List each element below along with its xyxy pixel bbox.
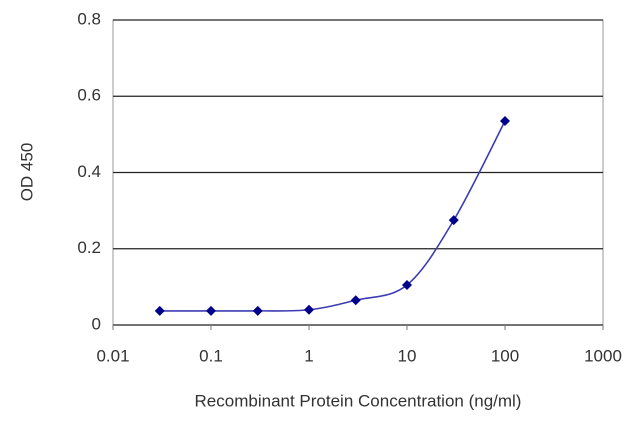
y-tick-label: 0.8 (77, 9, 101, 28)
data-point (154, 305, 165, 316)
data-point (252, 305, 263, 316)
y-tick-label: 0 (92, 314, 101, 333)
data-point (206, 305, 216, 316)
x-tick-label: 1000 (584, 346, 622, 365)
data-point (500, 116, 510, 127)
x-tick-label: 1 (304, 346, 313, 365)
y-tick-label: 0.6 (77, 86, 101, 105)
y-tick-label: 0.4 (77, 162, 101, 181)
x-tick-label: 10 (398, 346, 417, 365)
x-tick-label: 100 (491, 346, 519, 365)
data-point (350, 295, 361, 306)
data-point (304, 304, 314, 315)
y-tick-label: 0.2 (77, 238, 101, 257)
x-tick-label: 0.01 (96, 346, 129, 365)
y-axis-label: OD 450 (17, 143, 36, 202)
x-axis-label: Recombinant Protein Concentration (ng/ml… (195, 391, 522, 410)
x-tick-label: 0.1 (199, 346, 223, 365)
data-point (402, 279, 412, 290)
data-point (448, 215, 459, 226)
